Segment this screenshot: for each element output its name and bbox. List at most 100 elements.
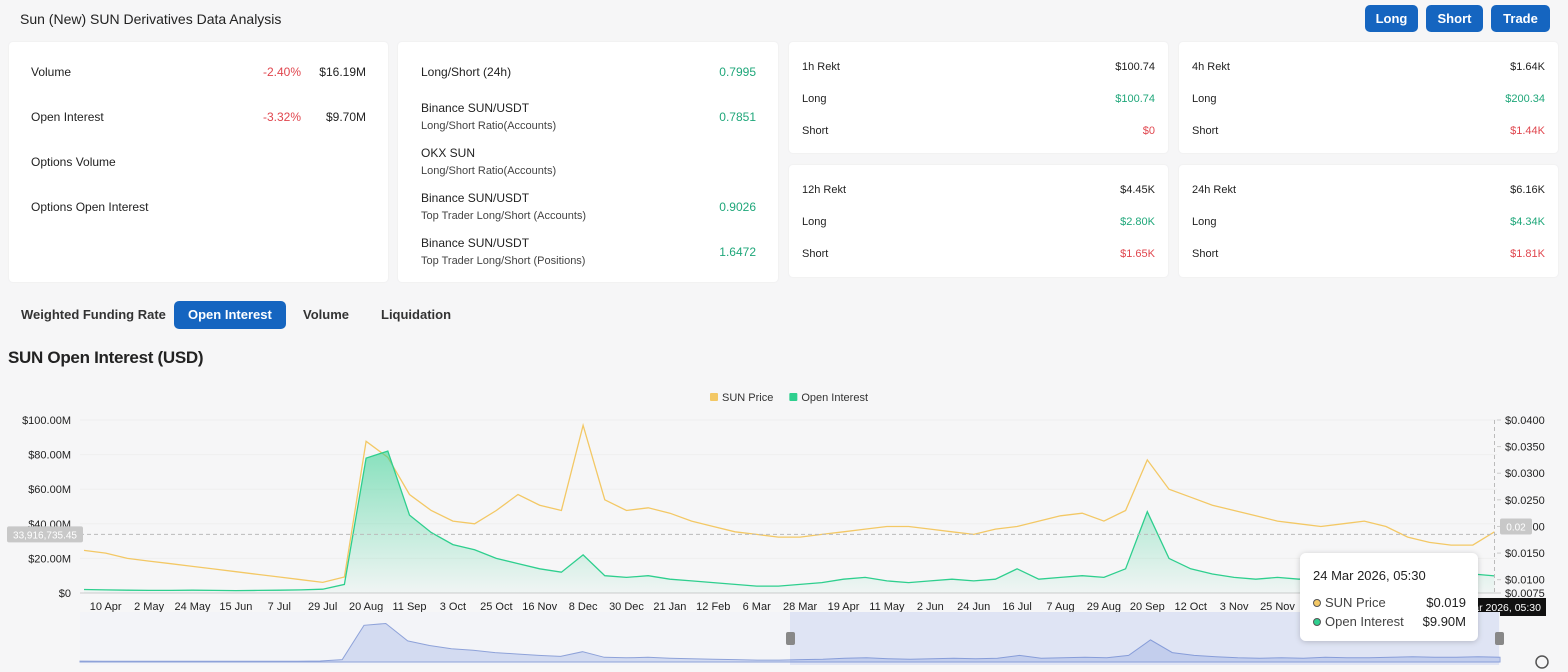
ratio-label: Long/Short (24h) [421, 65, 512, 79]
tab[interactable]: Open Interest [174, 301, 286, 329]
x-tick-label: 11 Sep [392, 601, 426, 613]
x-tick-label: 24 Jun [957, 601, 990, 613]
tooltip-name: SUN Price [1325, 595, 1386, 610]
header-button[interactable]: Trade [1491, 5, 1550, 32]
ratio-label: Binance SUN/USDT [421, 101, 530, 115]
stat-change: -3.32% [262, 110, 301, 124]
rekt-card [789, 165, 1168, 277]
ratio-label: OKX SUN [421, 146, 476, 160]
rekt-short-label: Short [802, 248, 829, 260]
series-line [83, 422, 1495, 584]
legend-swatch [789, 393, 798, 401]
x-tick-label: 11 May [869, 601, 905, 613]
ratios-card [398, 42, 778, 282]
stat-value: $9.70M [325, 110, 366, 124]
ratio-sublabel: Long/Short Ratio(Accounts) [421, 120, 557, 132]
rekt-long: $4.34K [1510, 216, 1545, 228]
y-tick-label: $80.00M [28, 450, 71, 462]
x-tick-label: 7 Jul [268, 601, 291, 613]
ratio-value: 0.7995 [719, 65, 756, 79]
y-tick-label: $100.00M [22, 415, 71, 427]
y2-tick-label: $0.0300 [1505, 468, 1545, 480]
tab[interactable]: Liquidation [381, 307, 452, 322]
rekt-short: $1.81K [1510, 248, 1545, 260]
stat-value: $16.19M [319, 65, 366, 79]
header-button[interactable]: Long [1365, 5, 1418, 32]
tooltip-value: $0.019 [1426, 595, 1466, 610]
rekt-card [1179, 42, 1558, 153]
x-tick-label: 12 Feb [696, 601, 730, 613]
x-tick-label: 12 Oct [1174, 601, 1206, 613]
stat-change: -2.40% [262, 65, 301, 79]
rekt-long: $100.74 [1115, 93, 1155, 105]
x-tick-label: 30 Dec [609, 601, 644, 613]
x-tick-label: 24 May [174, 601, 211, 613]
rekt-title: 12h Rekt [802, 184, 847, 196]
chart: $0$20.00M$40.00M$60.00M$80.00M$100.00M$0… [7, 392, 1549, 669]
rekt-long-label: Long [1192, 216, 1217, 228]
crosshair-label-box [1500, 518, 1532, 535]
x-tick-label: 21 Jan [653, 601, 686, 613]
tab[interactable]: Weighted Funding Rate [21, 307, 166, 322]
legend-label: Open Interest [801, 392, 868, 404]
x-tick-label: 28 Mar [783, 601, 818, 613]
tooltip-value: $9.90M [1423, 614, 1466, 629]
rekt-long-label: Long [802, 93, 827, 105]
series-area [84, 451, 1495, 593]
x-tick-label: 25 Oct [480, 601, 512, 613]
minimap-handle[interactable] [786, 632, 795, 645]
x-tick-label: 10 Apr [90, 601, 122, 613]
overview-card [9, 42, 388, 282]
tooltip-dot [1313, 618, 1321, 626]
x-tick-label: 7 Aug [1046, 601, 1074, 613]
header-button[interactable]: Short [1426, 5, 1483, 32]
rekt-total: $100.74 [1115, 61, 1155, 73]
rekt-short-label: Short [1192, 125, 1219, 137]
y2-tick-label: $0.0150 [1505, 548, 1545, 560]
rekt-long: $200.34 [1505, 93, 1545, 105]
rekt-long: $2.80K [1120, 216, 1155, 228]
rekt-short: $1.65K [1120, 248, 1155, 260]
x-tick-label: 25 Nov [1260, 601, 1295, 613]
x-tick-label: 8 Dec [569, 601, 598, 613]
rekt-short-label: Short [802, 125, 829, 137]
y2-tick-label: $0.0075 [1505, 588, 1545, 600]
rekt-short: $1.44K [1510, 125, 1545, 137]
y2-tick-label: $0.0250 [1505, 495, 1545, 507]
tab[interactable]: Volume [303, 307, 349, 322]
rekt-short: $0 [1142, 125, 1155, 137]
crosshair-y-label: 33,916,735.45 [13, 530, 77, 541]
y-tick-label: $60.00M [28, 484, 71, 496]
x-tick-label: 16 Nov [522, 601, 557, 613]
ratio-label: Binance SUN/USDT [421, 191, 530, 205]
x-tick-label: 6 Mar [743, 601, 771, 613]
tooltip-title: 24 Mar 2026, 05:30 [1313, 568, 1426, 583]
page-title: Sun (New) SUN Derivatives Data Analysis [20, 11, 282, 27]
x-tick-label: 29 Jul [308, 601, 337, 613]
rekt-title: 24h Rekt [1192, 184, 1237, 196]
y-tick-label: $20.00M [28, 553, 71, 565]
ratio-value: 0.9026 [719, 200, 756, 214]
rekt-total: $1.64K [1510, 61, 1545, 73]
stat-label: Options Volume [31, 155, 116, 169]
minimap-handle[interactable] [1495, 632, 1504, 645]
x-tick-label: 3 Oct [440, 601, 466, 613]
rekt-long-label: Long [802, 216, 827, 228]
x-tick-label: 29 Aug [1087, 601, 1121, 613]
rekt-title: 1h Rekt [802, 61, 840, 73]
minimap-series [79, 622, 1501, 663]
settings-icon [1535, 655, 1549, 669]
ratio-sublabel: Top Trader Long/Short (Positions) [421, 255, 586, 267]
stat-label: Open Interest [31, 110, 104, 124]
x-tick-label: 2 Jun [917, 601, 944, 613]
ratio-value: 0.7851 [719, 110, 756, 124]
ratio-sublabel: Top Trader Long/Short (Accounts) [421, 210, 587, 222]
tooltip: 24 Mar 2026, 05:30 SUN Price $0.019 Open In… [1300, 553, 1478, 641]
tooltip-box [1300, 553, 1478, 641]
stat-label: Volume [31, 65, 72, 79]
rekt-card [789, 42, 1168, 153]
chart-title: SUN Open Interest (USD) [8, 348, 204, 367]
stat-label: Options Open Interest [31, 200, 149, 214]
crosshair-label-box [7, 526, 83, 543]
